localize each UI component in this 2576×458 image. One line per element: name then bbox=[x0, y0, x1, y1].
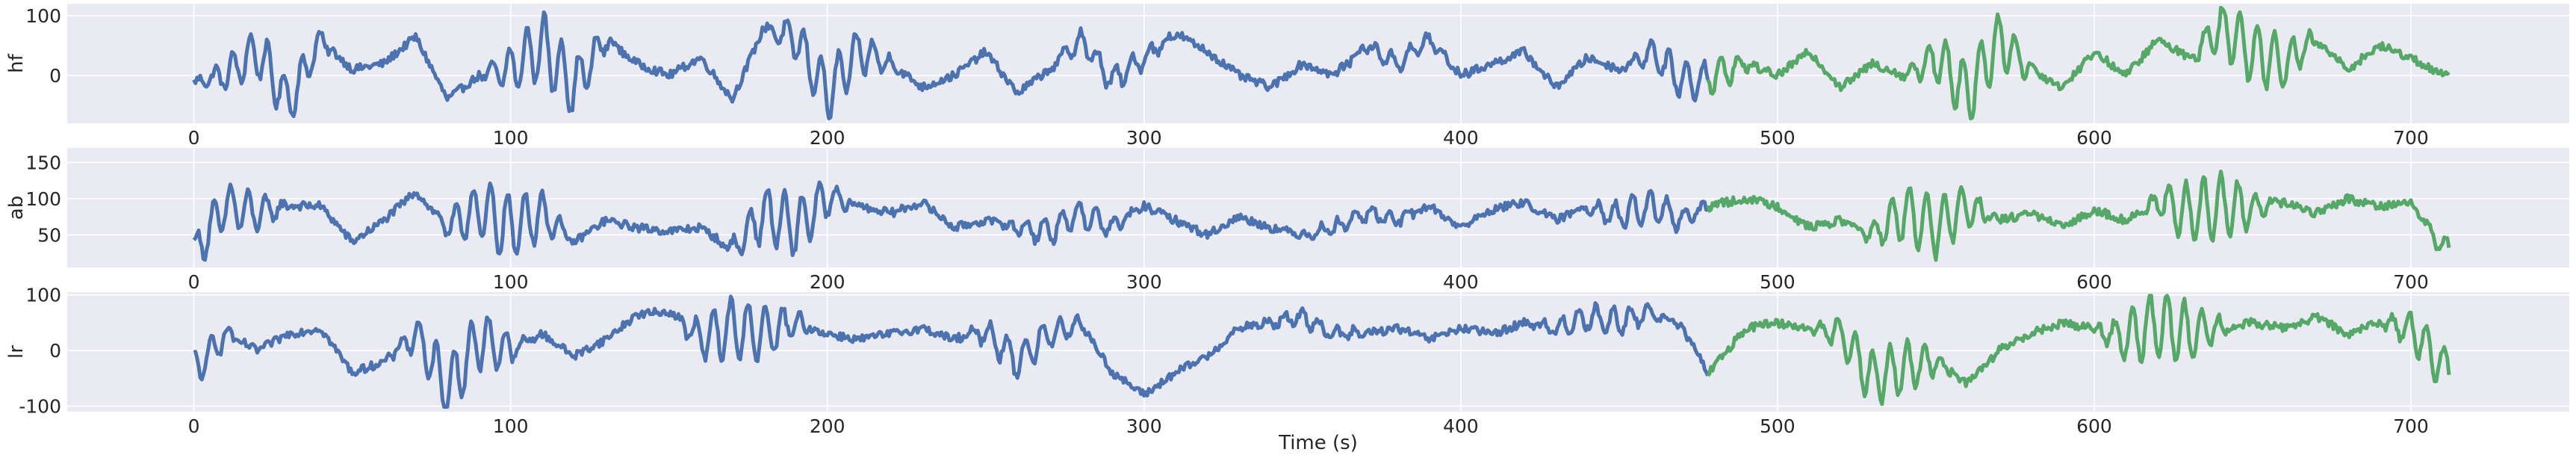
x-tick-label: 300 bbox=[1126, 127, 1162, 149]
series-line-hf-train bbox=[192, 10, 1710, 121]
y-axis-label: hf bbox=[5, 53, 28, 72]
x-tick-label: 400 bbox=[1443, 127, 1479, 149]
x-tick-label: 0 bbox=[188, 415, 200, 437]
y-tick-label: 0 bbox=[49, 340, 61, 362]
panel-lr: 0 100 200 300 400 500 600 700 -100 0 100 lr bbox=[5, 285, 2569, 437]
y-tick-label: 50 bbox=[37, 224, 61, 246]
x-tick-label: 0 bbox=[188, 271, 200, 293]
x-tick-label: 600 bbox=[2076, 127, 2112, 149]
panel-hf: 0 100 200 300 400 500 600 700 0 100 hf bbox=[5, 4, 2569, 149]
x-tick-label: 500 bbox=[1760, 415, 1796, 437]
x-tick-label: 100 bbox=[493, 127, 529, 149]
panel-ab: 0 100 200 300 400 500 600 700 50 100 150 ab bbox=[5, 148, 2569, 293]
y-tick-label: -100 bbox=[19, 396, 61, 418]
x-tick-label: 600 bbox=[2076, 271, 2112, 293]
y-axis-label: lr bbox=[5, 345, 28, 359]
y-tick-label: 100 bbox=[25, 5, 61, 27]
panel-background bbox=[67, 4, 2569, 123]
x-tick-label: 600 bbox=[2076, 415, 2112, 437]
series-line-lr-train bbox=[193, 294, 1710, 409]
y-axis-label: ab bbox=[5, 196, 28, 220]
x-tick-label: 500 bbox=[1760, 271, 1796, 293]
x-tick-label: 200 bbox=[810, 127, 845, 149]
x-tick-label: 700 bbox=[2393, 127, 2429, 149]
x-tick-label: 500 bbox=[1760, 127, 1796, 149]
x-tick-label: 300 bbox=[1126, 415, 1162, 437]
x-axis-label: Time (s) bbox=[1278, 432, 1358, 454]
y-tick-label: 100 bbox=[25, 188, 61, 210]
x-tick-label: 100 bbox=[493, 271, 529, 293]
panel-background bbox=[67, 148, 2569, 267]
x-tick-label: 200 bbox=[810, 415, 845, 437]
series-line-lr-test bbox=[1706, 294, 2451, 406]
x-tick-label: 400 bbox=[1443, 271, 1479, 293]
x-tick-label: 0 bbox=[188, 127, 200, 149]
x-tick-label: 700 bbox=[2393, 271, 2429, 293]
x-tick-label: 400 bbox=[1443, 415, 1479, 437]
y-tick-label: 0 bbox=[49, 65, 61, 87]
y-tick-label: 100 bbox=[25, 285, 61, 306]
series-line-ab-test bbox=[1706, 170, 2451, 262]
series-line-ab-train bbox=[192, 180, 1710, 262]
y-tick-label: 150 bbox=[25, 152, 61, 173]
series-line-hf-test bbox=[1706, 5, 2451, 121]
x-tick-label: 300 bbox=[1126, 271, 1162, 293]
x-tick-label: 100 bbox=[493, 415, 529, 437]
x-tick-label: 700 bbox=[2393, 415, 2429, 437]
x-tick-label: 200 bbox=[810, 271, 845, 293]
